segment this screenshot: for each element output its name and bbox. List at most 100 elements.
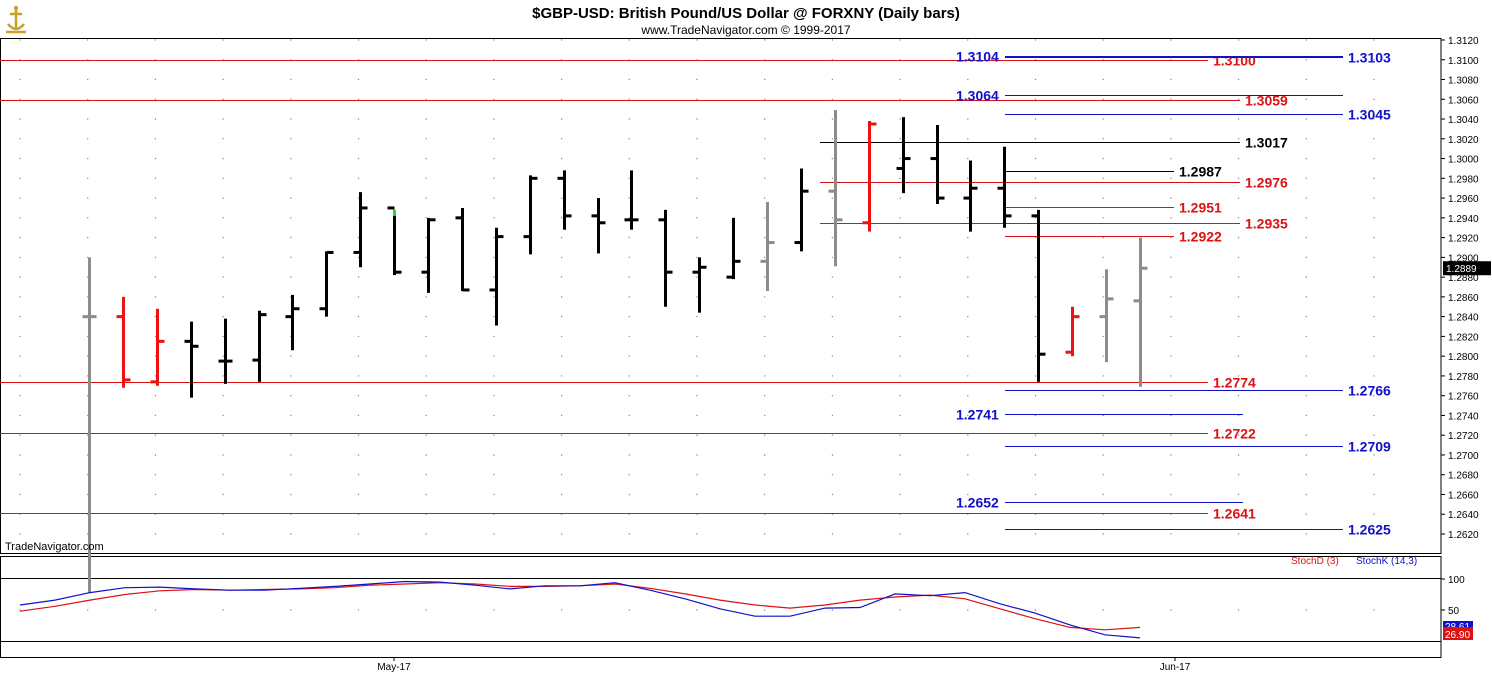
grid-dot — [967, 474, 969, 476]
grid-dot — [764, 197, 766, 199]
grid-dot — [357, 414, 360, 417]
grid-dot — [899, 296, 901, 298]
ohlc-bar — [726, 217, 741, 280]
grid-dot — [1170, 39, 1172, 41]
grid-dot — [628, 197, 630, 199]
ohlc-bar — [1133, 237, 1148, 387]
grid-dot — [1170, 315, 1172, 318]
grid-dot — [1034, 454, 1037, 456]
ohlc-bar — [624, 170, 639, 230]
grid-dot — [696, 39, 698, 41]
grid-dot — [1305, 609, 1308, 611]
grid-dot — [967, 78, 969, 81]
grid-dot — [154, 355, 157, 357]
ohlc-bar — [387, 206, 402, 276]
grid-dot — [1237, 513, 1240, 515]
grid-dot — [764, 434, 766, 436]
grid-dot — [222, 533, 224, 535]
ohlc-bar — [862, 121, 877, 232]
grid-dot — [899, 236, 901, 239]
grid-dot — [19, 355, 21, 357]
grid-dot — [1305, 236, 1308, 239]
grid-dot — [831, 335, 834, 338]
ohlc-bar — [353, 192, 368, 268]
grid-dot — [899, 454, 901, 456]
level-label-1.2774: 1.2774 — [1213, 375, 1256, 391]
grid-dot — [154, 296, 157, 298]
grid-dot — [1373, 138, 1375, 140]
chart-title: $GBP-USD: British Pound/US Dollar @ FORX… — [532, 5, 960, 22]
grid-dot — [1305, 276, 1308, 278]
y-tick-label: 1.2700 — [1448, 451, 1479, 462]
grid-dot — [222, 493, 224, 496]
grid-dot — [1305, 256, 1308, 259]
grid-dot — [560, 335, 563, 338]
grid-dot — [290, 474, 292, 476]
ohlc-bar — [1065, 306, 1080, 357]
grid-dot — [560, 315, 563, 318]
level-label-1.2987: 1.2987 — [1179, 164, 1222, 180]
grid-dot — [222, 118, 224, 120]
grid-dot — [628, 256, 630, 259]
grid-dot — [560, 157, 563, 160]
grid-dot — [831, 217, 834, 219]
grid-dot — [493, 276, 495, 278]
grid-dot — [290, 454, 292, 456]
grid-dot — [899, 256, 901, 259]
grid-dot — [628, 138, 630, 140]
grid-dot — [19, 39, 21, 41]
grid-dot — [87, 138, 89, 140]
grid-dot — [967, 98, 969, 101]
grid-dot — [1102, 276, 1104, 278]
grid-dot — [222, 157, 224, 160]
grid-dot — [1170, 375, 1172, 377]
grid-dot — [493, 197, 495, 199]
grid-dot — [222, 296, 224, 298]
grid-dot — [493, 533, 495, 535]
grid-dot — [1305, 513, 1308, 515]
grid-dot — [1237, 157, 1240, 160]
grid-dot — [493, 609, 495, 611]
grid-dot — [357, 533, 360, 535]
grid — [0, 38, 1442, 658]
grid-dot — [831, 355, 834, 357]
grid-dot — [764, 474, 766, 476]
grid-dot — [1237, 375, 1240, 377]
level-label-1.3064: 1.3064 — [956, 88, 999, 104]
grid-dot — [628, 395, 630, 397]
grid-dot — [425, 236, 427, 239]
grid-dot — [222, 315, 224, 318]
grid-dot — [1305, 177, 1308, 179]
grid-dot — [560, 296, 563, 298]
grid-dot — [1373, 395, 1375, 397]
grid-dot — [1170, 296, 1172, 298]
legend-stochk: StochK (14,3) — [1356, 556, 1417, 567]
grid-dot — [899, 157, 901, 160]
grid-dot — [1102, 355, 1104, 357]
grid-dot — [154, 197, 157, 199]
grid-dot — [1102, 78, 1104, 81]
grid-dot — [696, 217, 698, 219]
grid-dot — [87, 217, 89, 219]
grid-dot — [1170, 157, 1172, 160]
grid-dot — [154, 177, 157, 179]
grid-dot — [764, 355, 766, 357]
grid-dot — [357, 454, 360, 456]
grid-dot — [222, 434, 224, 436]
ohlc-bar — [896, 117, 911, 194]
grid-dot — [1102, 256, 1104, 259]
stochk-value-box — [1443, 621, 1473, 631]
grid-dot — [154, 454, 157, 456]
grid-dot — [290, 78, 292, 81]
grid-dot — [425, 78, 427, 81]
grid-dot — [764, 493, 766, 496]
grid-dot — [19, 78, 21, 81]
grid-dot — [628, 177, 630, 179]
y-tick-label: 1.2880 — [1448, 273, 1479, 284]
grid-dot — [764, 296, 766, 298]
grid-dot — [1373, 355, 1375, 357]
y-tick-label: 1.2940 — [1448, 214, 1479, 225]
grid-dot — [1170, 355, 1172, 357]
grid-dot — [1373, 217, 1375, 219]
grid-dot — [1170, 177, 1172, 179]
